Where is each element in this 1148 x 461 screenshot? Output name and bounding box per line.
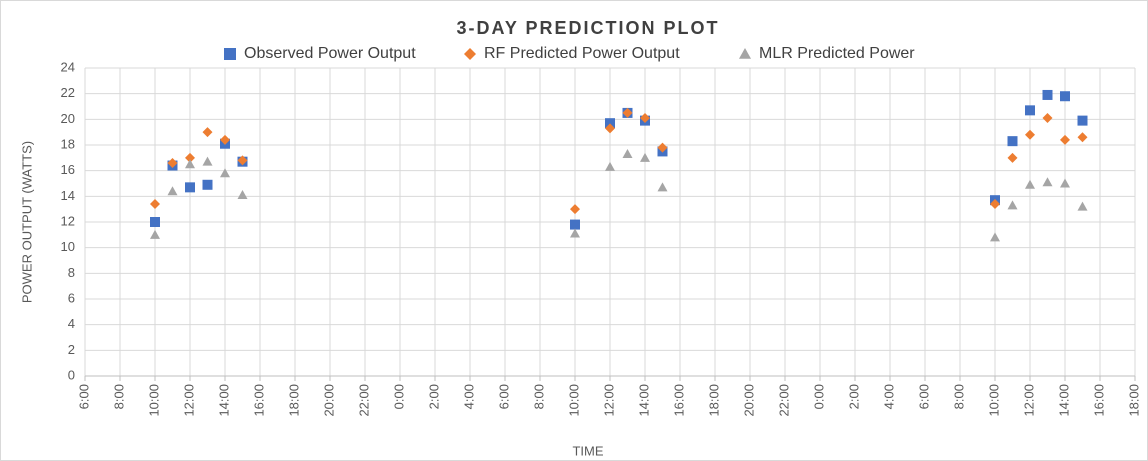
- x-tick-label: 0:00: [811, 384, 826, 409]
- data-point: [990, 199, 1000, 210]
- x-tick-label: 8:00: [531, 384, 546, 409]
- x-tick-label: 22:00: [776, 384, 791, 417]
- y-tick-label: 16: [61, 162, 75, 177]
- x-tick-label: 22:00: [356, 384, 371, 417]
- data-point: [202, 156, 213, 166]
- x-tick-label: 8:00: [111, 384, 126, 409]
- x-tick-label: 2:00: [426, 384, 441, 409]
- x-tick-label: 16:00: [1091, 384, 1106, 417]
- y-tick-label: 24: [61, 59, 75, 74]
- data-point: [1060, 178, 1070, 188]
- data-point: [1007, 200, 1018, 210]
- x-tick-label: 20:00: [321, 384, 336, 417]
- x-tick-label: 0:00: [391, 384, 406, 409]
- data-point: [605, 161, 615, 171]
- x-tick-label: 14:00: [636, 384, 651, 417]
- legend-marker: [464, 48, 476, 60]
- data-point: [570, 228, 580, 238]
- y-tick-label: 22: [61, 85, 75, 100]
- y-tick-label: 14: [61, 188, 75, 203]
- data-point: [237, 155, 248, 166]
- y-tick-label: 18: [61, 136, 75, 151]
- data-point: [1025, 105, 1035, 116]
- data-point: [167, 186, 178, 196]
- data-point: [185, 182, 195, 193]
- data-point: [1007, 136, 1018, 147]
- x-tick-label: 16:00: [251, 384, 266, 417]
- x-tick-label: 12:00: [601, 384, 616, 417]
- data-point: [605, 118, 615, 129]
- data-point: [185, 159, 195, 169]
- data-point: [202, 127, 213, 138]
- data-point: [220, 168, 230, 178]
- data-point: [237, 190, 248, 200]
- x-tick-label: 12:00: [1021, 384, 1036, 417]
- x-tick-label: 18:00: [1126, 384, 1141, 417]
- data-point: [657, 182, 668, 192]
- data-point: [1042, 113, 1053, 124]
- data-point: [167, 157, 178, 168]
- x-tick-label: 4:00: [461, 384, 476, 409]
- data-point: [150, 229, 160, 239]
- data-point: [1077, 115, 1088, 126]
- x-tick-label: 2:00: [846, 384, 861, 409]
- x-tick-label: 10:00: [986, 384, 1001, 417]
- x-tick-label: 10:00: [146, 384, 161, 417]
- data-point: [1025, 129, 1035, 140]
- x-tick-label: 12:00: [181, 384, 196, 417]
- x-tick-label: 8:00: [951, 384, 966, 409]
- x-tick-label: 18:00: [286, 384, 301, 417]
- y-tick-label: 6: [68, 290, 75, 305]
- data-point: [605, 123, 615, 134]
- x-axis-title: TIME: [572, 443, 603, 458]
- data-point: [640, 113, 650, 124]
- data-point: [202, 179, 213, 190]
- data-point: [150, 199, 160, 210]
- data-point: [622, 107, 633, 118]
- data-point: [1077, 201, 1088, 211]
- legend-label: Observed Power Output: [244, 45, 416, 62]
- y-tick-label: 20: [61, 111, 75, 126]
- legend-label: RF Predicted Power Output: [484, 45, 680, 62]
- data-point: [570, 219, 580, 230]
- legend-label: MLR Predicted Power: [759, 45, 915, 62]
- x-tick-label: 14:00: [216, 384, 231, 417]
- x-tick-label: 18:00: [706, 384, 721, 417]
- data-point: [1042, 177, 1053, 187]
- y-axis-title: POWER OUTPUT (WATTS): [19, 141, 34, 303]
- data-point: [150, 217, 160, 227]
- data-point: [640, 152, 650, 162]
- data-point: [657, 142, 668, 153]
- legend-marker: [739, 48, 751, 59]
- y-tick-label: 0: [68, 367, 75, 382]
- data-point: [1007, 152, 1018, 163]
- data-point: [185, 152, 195, 163]
- x-tick-label: 16:00: [671, 384, 686, 417]
- y-tick-label: 10: [61, 239, 75, 254]
- data-point: [1025, 179, 1035, 189]
- data-point: [1077, 132, 1088, 143]
- chart-title: 3-DAY PREDICTION PLOT: [456, 18, 719, 38]
- y-tick-label: 4: [68, 316, 75, 331]
- x-tick-label: 6:00: [496, 384, 511, 409]
- y-tick-label: 2: [68, 342, 75, 357]
- x-tick-label: 4:00: [881, 384, 896, 409]
- x-tick-label: 6:00: [76, 384, 91, 409]
- data-point: [622, 148, 633, 158]
- x-tick-label: 6:00: [916, 384, 931, 409]
- y-tick-label: 12: [61, 213, 75, 228]
- data-point: [1042, 89, 1053, 100]
- data-point: [220, 134, 230, 145]
- data-point: [1060, 91, 1070, 102]
- data-point: [570, 204, 580, 215]
- x-tick-label: 20:00: [741, 384, 756, 417]
- x-tick-label: 10:00: [566, 384, 581, 417]
- legend-marker: [224, 48, 236, 60]
- x-tick-label: 14:00: [1056, 384, 1071, 417]
- y-tick-label: 8: [68, 265, 75, 280]
- data-point: [990, 232, 1000, 242]
- data-point: [1060, 134, 1070, 145]
